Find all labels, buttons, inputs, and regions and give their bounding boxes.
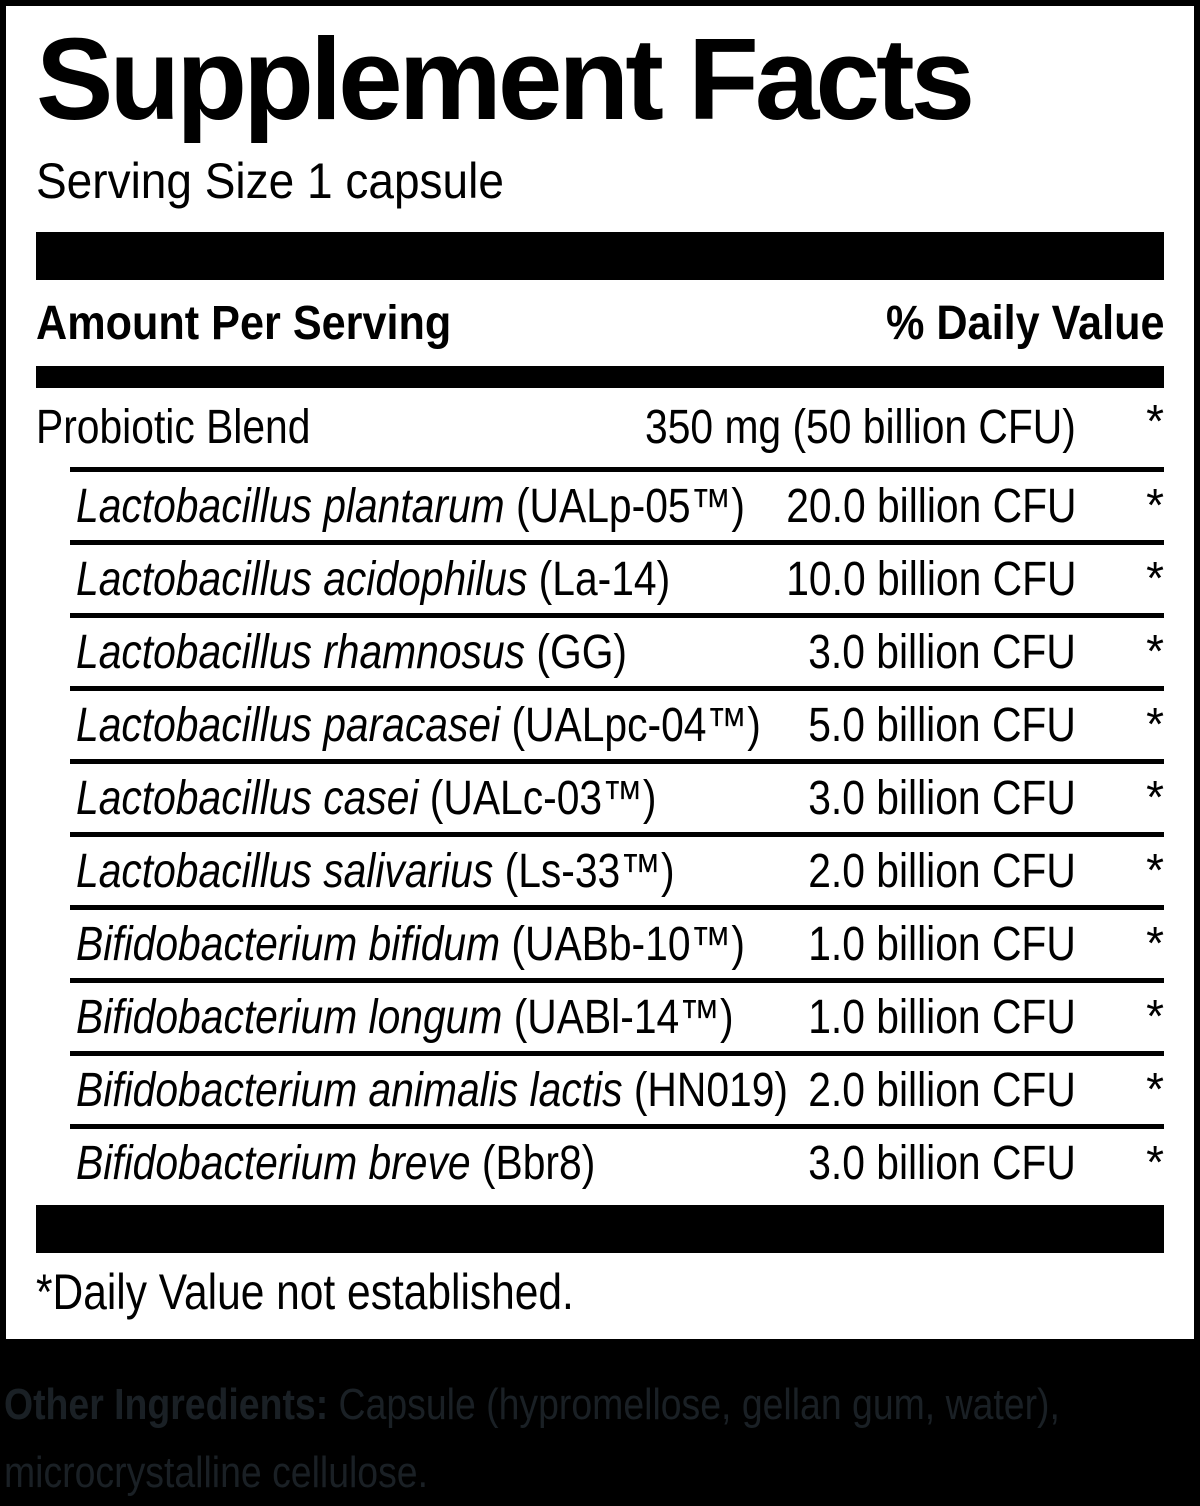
row-daily-value: * [1146,1136,1164,1189]
serving-size: Serving Size 1 capsule [36,152,504,209]
supplement-facts-panel: Supplement Facts Serving Size 1 capsule … [0,0,1200,1345]
species-name: Bifidobacterium breve [76,1136,471,1190]
species-name: Bifidobacterium bifidum [76,917,501,971]
species-name: Lactobacillus rhamnosus [76,625,526,679]
other-ingredients-section: Other Ingredients: Capsule (hypromellose… [0,1345,1200,1506]
row-daily-value: * [1146,552,1164,605]
species-name: Lactobacillus casei [76,771,419,825]
divider-bar-header [36,366,1164,389]
table-header-row: Amount Per Serving % Daily Value [36,280,1164,366]
row-amount: 3.0 billion CFU [808,1136,1076,1190]
row-amount: 10.0 billion CFU [785,552,1076,606]
amount-per-serving-header: Amount Per Serving [36,296,452,350]
divider-bar-bottom [36,1205,1164,1254]
strain-code: (Ls-33™) [493,844,675,898]
row-daily-value: * [1146,990,1164,1043]
strain-code: (UABb-10™) [500,917,745,971]
row-daily-value: * [1146,771,1164,824]
table-row: Lactobacillus salivarius (Ls-33™) 2.0 bi… [70,832,1164,905]
row-daily-value: * [1146,479,1164,532]
other-ingredients-line2: microcrystalline cellulose. [4,1448,429,1498]
strain-code: (UALpc-04™) [500,698,761,752]
strain-code: (HN019) [622,1063,788,1117]
other-ingredients-line1: Other Ingredients: Capsule (hypromellose… [4,1380,1060,1429]
other-ingredients-label: Other Ingredients: [4,1380,329,1429]
row-amount: 1.0 billion CFU [808,917,1076,971]
table-row: Bifidobacterium longum (UABl-14™) 1.0 bi… [70,978,1164,1051]
species-name: Bifidobacterium animalis lactis [76,1063,623,1117]
row-daily-value: * [1146,844,1164,897]
row-daily-value: * [1146,917,1164,970]
strain-code: (Bbr8) [470,1136,596,1190]
table-row: Lactobacillus plantarum (UALp-05™) 20.0 … [70,467,1164,540]
table-row: Lactobacillus acidophilus (La-14) 10.0 b… [70,540,1164,613]
species-name: Lactobacillus plantarum [76,479,505,533]
strain-code: (UALc-03™) [418,771,657,825]
row-amount: 2.0 billion CFU [808,844,1076,898]
table-row: Bifidobacterium bifidum (UABb-10™) 1.0 b… [70,905,1164,978]
row-amount: 20.0 billion CFU [785,479,1076,533]
daily-value-header: % Daily Value [885,296,1164,350]
row-amount: 3.0 billion CFU [808,771,1076,825]
row-amount: 2.0 billion CFU [808,1063,1076,1117]
strain-code: (UALp-05™) [504,479,745,533]
species-name: Bifidobacterium longum [76,990,503,1044]
divider-bar-top [36,232,1164,281]
table-row: Lactobacillus rhamnosus (GG) 3.0 billion… [70,613,1164,686]
species-name: Lactobacillus salivarius [76,844,494,898]
row-daily-value: * [1146,1063,1164,1116]
row-amount: 3.0 billion CFU [808,625,1076,679]
species-name: Lactobacillus acidophilus [76,552,528,606]
blend-row: Probiotic Blend 350 mg (50 billion CFU) … [36,388,1164,467]
strain-code: (UABl-14™) [502,990,734,1044]
blend-name: Probiotic Blend [36,401,311,455]
table-row: Lactobacillus casei (UALc-03™) 3.0 billi… [70,759,1164,832]
blend-amount: 350 mg (50 billion CFU) [645,401,1076,455]
table-row: Lactobacillus paracasei (UALpc-04™) 5.0 … [70,686,1164,759]
row-daily-value: * [1146,625,1164,678]
row-daily-value: * [1146,698,1164,751]
blend-daily-value: * [1146,395,1164,448]
row-amount: 1.0 billion CFU [808,990,1076,1044]
panel-title: Supplement Facts [36,14,975,144]
strain-code: (GG) [525,625,628,679]
table-row: Bifidobacterium animalis lactis (HN019) … [70,1051,1164,1124]
species-name: Lactobacillus paracasei [76,698,501,752]
ingredient-rows: Lactobacillus plantarum (UALp-05™) 20.0 … [70,467,1164,1197]
table-row: Bifidobacterium breve (Bbr8) 3.0 billion… [70,1124,1164,1197]
strain-code: (La-14) [527,552,671,606]
daily-value-footnote: *Daily Value not established. [36,1264,574,1321]
row-amount: 5.0 billion CFU [808,698,1076,752]
